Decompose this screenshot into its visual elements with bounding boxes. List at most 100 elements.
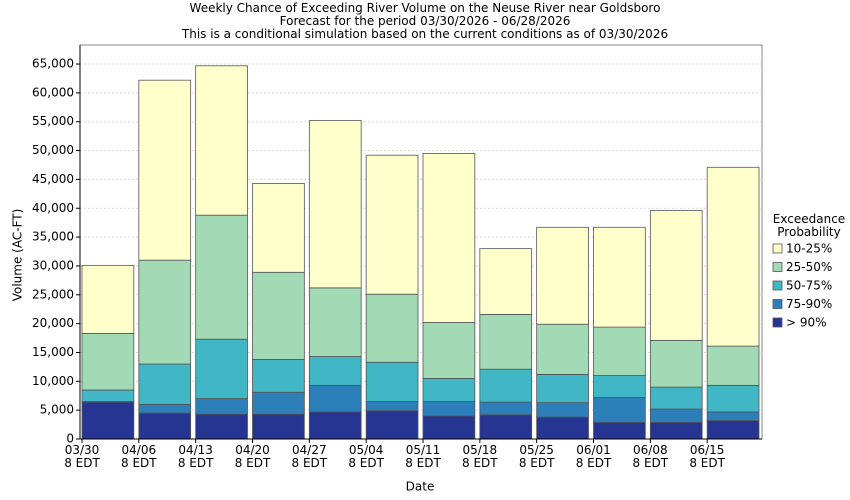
bar-segment	[308, 356, 362, 386]
chart-title: Weekly Chance of Exceeding River Volume …	[189, 1, 661, 15]
y-tick-label: 35,000	[32, 230, 74, 244]
bar-segment	[422, 322, 476, 379]
bar-segment	[308, 120, 362, 289]
x-axis-label: Date	[406, 480, 435, 494]
y-tick-label: 60,000	[32, 85, 74, 99]
x-tick-label: 06/08 8 EDT	[632, 443, 669, 470]
bar-segment	[81, 401, 135, 440]
bar-segment	[138, 79, 192, 261]
plot-area	[79, 44, 763, 440]
bar-segment	[593, 397, 646, 423]
legend-label: 25-50%	[786, 260, 832, 274]
bar-segment	[195, 398, 248, 415]
y-tick-label: 45,000	[32, 172, 74, 186]
x-tick-label: 04/06 8 EDT	[121, 443, 157, 470]
bar-segment	[365, 154, 419, 295]
y-tick-label: 0	[66, 432, 74, 446]
bar-segment	[252, 271, 305, 360]
x-tick-label: 05/11 8 EDT	[405, 443, 441, 470]
legend-swatch	[772, 262, 783, 272]
bar-segment	[422, 153, 476, 323]
bar-segment	[365, 293, 419, 363]
x-tick-label: 03/30 8 EDT	[64, 443, 100, 470]
bar-segment	[252, 183, 305, 273]
bar-segment	[706, 384, 760, 413]
bar-segment	[536, 373, 589, 404]
y-tick-label: 20,000	[32, 316, 74, 330]
bar-segment	[536, 402, 589, 418]
bar-segment	[593, 421, 646, 440]
legend-label: 50-75%	[786, 279, 832, 293]
y-tick-label: 30,000	[32, 258, 74, 272]
bar-segment	[365, 361, 419, 402]
y-tick-label: 40,000	[32, 201, 74, 215]
x-tick-label: 06/15 8 EDT	[689, 443, 725, 470]
legend-label: 75-90%	[786, 297, 832, 311]
bar-segment	[422, 415, 476, 440]
bar-segment	[649, 386, 703, 410]
y-tick-label: 25,000	[32, 287, 74, 301]
bar-segment	[195, 413, 248, 440]
bar-segment	[479, 368, 533, 403]
x-tick-label: 05/04 8 EDT	[348, 443, 384, 470]
chart-note: This is a conditional simulation based o…	[181, 27, 669, 41]
bar-segment	[706, 420, 760, 440]
bar-segment	[649, 339, 703, 388]
x-tick-label: 04/13 8 EDT	[177, 443, 214, 470]
legend-swatch	[772, 243, 783, 254]
legend-swatch	[772, 317, 783, 328]
bar-segment	[649, 210, 703, 341]
legend-swatch	[772, 299, 783, 309]
bar-segment	[536, 226, 589, 325]
bar-segment	[706, 411, 760, 421]
bar-segment	[138, 412, 192, 440]
bar-segment	[365, 401, 419, 412]
y-tick-label: 5,000	[40, 403, 74, 417]
bar-segment	[422, 401, 476, 417]
bar-segment	[593, 226, 646, 328]
x-tick-label: 05/25 8 EDT	[518, 443, 555, 470]
bar-segment	[365, 410, 419, 440]
bar-segment	[81, 389, 135, 402]
legend-title: Exceedance Probability	[772, 212, 846, 239]
x-tick-label: 04/20 8 EDT	[234, 443, 271, 470]
chart-subtitle: Forecast for the period 03/30/2026 - 06/…	[279, 14, 571, 28]
bar-segment	[308, 411, 362, 440]
bar-segment	[252, 413, 305, 440]
bar-segment	[195, 65, 248, 216]
bar-segment	[138, 363, 192, 405]
bar-segment	[195, 214, 248, 340]
bar-segment	[593, 326, 646, 376]
x-tick-label: 04/27 8 EDT	[291, 443, 328, 470]
y-tick-label: 55,000	[32, 114, 74, 128]
y-tick-label: 15,000	[32, 345, 74, 359]
y-tick-label: 10,000	[32, 374, 74, 388]
bar-segment	[706, 345, 760, 386]
bar-segment	[706, 166, 760, 347]
bar-segment	[536, 416, 589, 440]
bar-segment	[649, 408, 703, 423]
x-tick-label: 06/01 8 EDT	[575, 443, 612, 470]
bar-segment	[593, 375, 646, 398]
legend-label: > 90%	[786, 316, 827, 330]
legend-swatch	[772, 280, 783, 291]
bar-segment	[479, 414, 533, 440]
y-axis-label: Volume (AC-FT)	[11, 209, 25, 302]
bar-segment	[422, 378, 476, 402]
x-tick-label: 05/18 8 EDT	[462, 443, 498, 470]
bar-segment	[308, 384, 362, 413]
bar-segment	[138, 259, 192, 365]
bar-segment	[479, 248, 533, 315]
bar-segment	[479, 401, 533, 416]
bar-segment	[81, 264, 135, 334]
bar-segment	[308, 287, 362, 357]
bar-segment	[195, 338, 248, 400]
y-tick-label: 65,000	[32, 57, 74, 71]
bar-segment	[536, 323, 589, 375]
bar-segment	[81, 333, 135, 391]
bar-segment	[252, 391, 305, 415]
bar-segment	[649, 421, 703, 440]
legend-label: 10-25%	[786, 242, 832, 256]
